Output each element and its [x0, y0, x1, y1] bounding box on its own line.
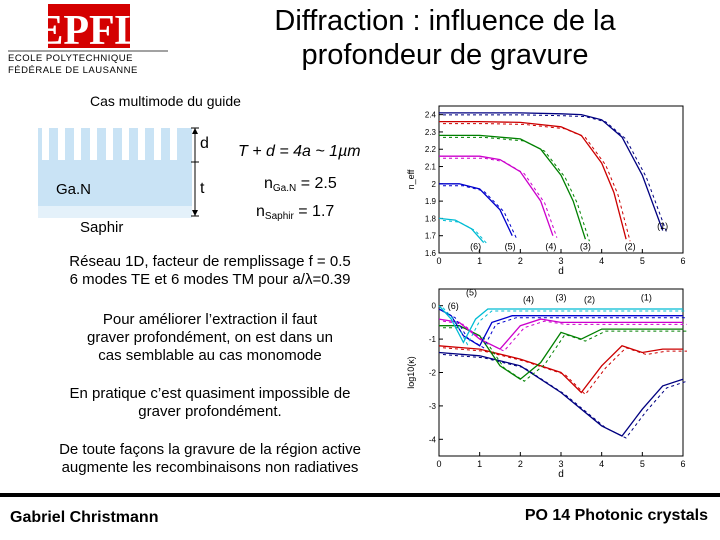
footer-author: Gabriel Christmann: [10, 509, 159, 526]
series-line-5: [438, 308, 683, 347]
formula-thickness: T + d = 4a ~ 1µm: [238, 143, 361, 160]
x-tick-label: 0: [436, 459, 441, 469]
y-tick-label: 1.8: [425, 214, 437, 223]
label-saphir: Saphir: [80, 219, 124, 236]
paragraph-grating: Réseau 1D, facteur de remplissage f = 0.…: [69, 253, 351, 288]
y-tick-label: 2.3: [425, 128, 437, 137]
y-axis-label: log10(κ): [406, 356, 416, 389]
series-line-dashed-6: [442, 219, 489, 245]
label-d: d: [200, 135, 209, 152]
x-axis-label: d: [558, 469, 564, 480]
x-tick-label: 3: [558, 256, 563, 266]
mode-label-2: (2): [625, 242, 636, 252]
institution-line1: ECOLE POLYTECHNIQUE: [8, 53, 133, 64]
series-line-4: [439, 155, 554, 236]
x-tick-label: 1: [477, 256, 482, 266]
footer-course: PO 14 Photonic crystals: [524, 507, 708, 524]
label-t: t: [200, 180, 205, 197]
footer-divider: [0, 493, 720, 497]
title-line1: Diffraction : influence de la: [274, 5, 616, 37]
formula-n-gan: nGa.N = 2.5: [264, 175, 337, 194]
y-tick-label: 2: [432, 180, 437, 189]
x-axis-label: d: [558, 266, 564, 277]
plot-frame: [438, 105, 684, 254]
series-line-dashed-1: [443, 114, 668, 233]
y-tick-label: -4: [429, 435, 437, 444]
series-line-dashed-3: [443, 136, 590, 242]
paragraph-extraction: Pour améliorer l’extraction il faut grav…: [87, 311, 333, 364]
series-line-6: [438, 217, 485, 244]
x-tick-label: 2: [518, 256, 523, 266]
schematic-subtitle: Cas multimode du guide: [90, 93, 241, 109]
formula-n-saphir: nSaphir = 1.7: [256, 203, 335, 222]
dimension-arrows: [191, 127, 199, 217]
series-line-6: [438, 305, 683, 344]
y-tick-label: -2: [429, 369, 437, 378]
loss-chart: 0 1 2 3 4 5 6 0 -1 -2 -3 -4 d log10(κ) (1) (2) (3) (4) (5)…: [406, 288, 688, 480]
series-line-2: [439, 120, 627, 240]
x-tick-label: 4: [599, 256, 604, 266]
mode-label-5: (5): [505, 242, 516, 252]
logo-letters: EPFL: [35, 8, 142, 54]
grating-schematic: [38, 128, 192, 218]
x-tick-label: 4: [599, 459, 604, 469]
x-tick-label: 5: [640, 256, 645, 266]
x-tick-label: 6: [680, 459, 685, 469]
y-tick-label: 2.1: [425, 163, 437, 172]
logo-red-block: [48, 4, 130, 48]
x-tick-label: 0: [436, 256, 441, 266]
neff-chart: 0 1 2 3 4 5 6 1.6 1.7 1.8 1.9 2 2.1 2.2 2.3 2.4 d n_eff (1…: [406, 105, 686, 277]
y-tick-label: -1: [429, 335, 437, 344]
mode-label-3: (3): [580, 242, 591, 252]
series-line-dashed-2: [443, 123, 631, 242]
y-tick-label: 1.9: [425, 197, 437, 206]
mode-label-3: (3): [556, 293, 567, 303]
mode-label-1: (1): [641, 293, 652, 303]
series-line-dashed-3: [443, 327, 687, 382]
x-tick-label: 2: [518, 459, 523, 469]
series-line-5: [439, 183, 513, 236]
y-tick-label: 0: [432, 302, 437, 311]
x-tick-label: 5: [640, 459, 645, 469]
slide-title: Diffraction : influence de la profondeur…: [180, 4, 710, 72]
epfl-logo: EPFL: [8, 4, 168, 54]
paragraph-practice: En pratique c’est quasiment impossible d…: [69, 385, 351, 420]
mode-label-5: (5): [466, 288, 477, 298]
title-line2: profondeur de gravure: [301, 39, 589, 71]
series-line-1: [439, 112, 664, 231]
series-line-3: [439, 134, 587, 240]
y-tick-label: 2.2: [425, 145, 437, 154]
label-gan: Ga.N: [56, 181, 92, 198]
y-tick-label: -3: [429, 402, 437, 411]
series-line-dashed-6: [442, 307, 687, 346]
y-tick-label: 1.7: [425, 232, 437, 241]
y-tick-label: 2.4: [425, 111, 437, 120]
mode-label-4: (4): [545, 242, 556, 252]
mode-label-6: (6): [448, 301, 459, 311]
x-tick-label: 3: [558, 459, 563, 469]
series-line-dashed-4: [443, 157, 558, 238]
mode-label-1: (1): [657, 221, 668, 231]
institution-line2: FÉDÉRALE DE LAUSANNE: [8, 65, 138, 76]
mode-label-4: (4): [523, 294, 534, 304]
x-tick-label: 6: [680, 256, 685, 266]
x-tick-label: 1: [477, 459, 482, 469]
y-tick-label: 1.6: [425, 249, 437, 258]
series-line-dashed-5: [443, 185, 517, 238]
series-line-dashed-2: [442, 347, 687, 396]
y-axis-label: n_eff: [406, 169, 416, 189]
mode-label-2: (2): [584, 294, 595, 304]
series-line-1: [438, 351, 684, 437]
series-line-2: [438, 345, 683, 394]
mode-label-6: (6): [470, 242, 481, 252]
paragraph-recombination: De toute façons la gravure de la région …: [59, 441, 361, 476]
